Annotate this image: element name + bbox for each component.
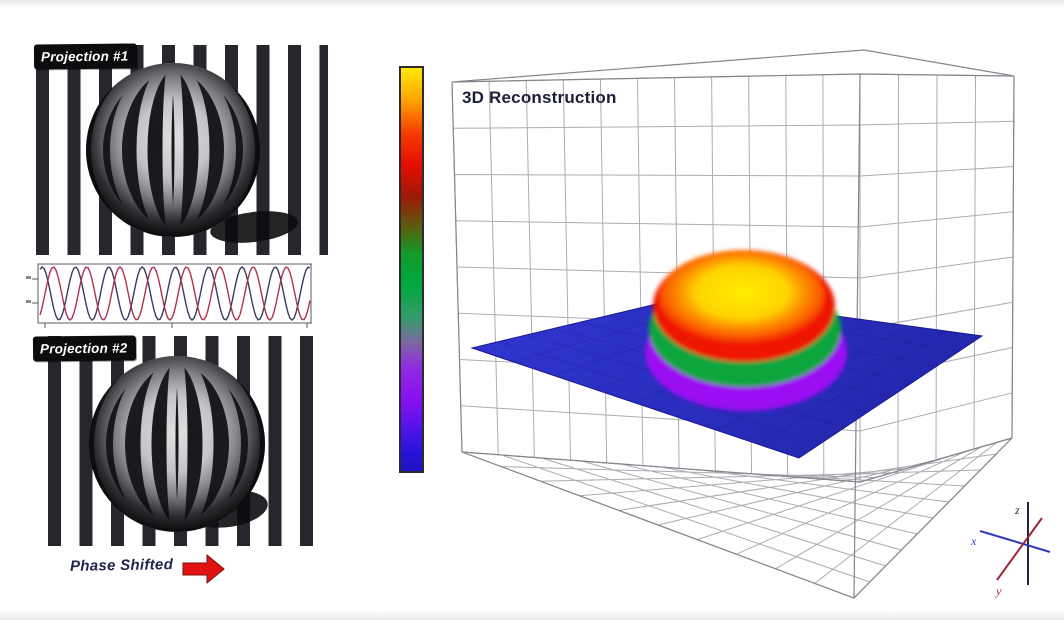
bottom-edge-shading xyxy=(0,610,1064,620)
projection-1-sine-curve xyxy=(39,266,311,321)
z-axis-label: z xyxy=(1014,503,1020,517)
projection-1-label: Projection #1 xyxy=(33,43,138,70)
projection-2-sphere-scene xyxy=(89,356,268,532)
y-axis-label: y xyxy=(995,584,1002,598)
top-edge-shading xyxy=(0,0,1064,9)
x-axis-label: x xyxy=(970,534,977,548)
fringe-waveform-chart xyxy=(26,263,312,328)
waveform-axes xyxy=(37,263,312,324)
tick-mark-smudge xyxy=(26,276,31,279)
projection-2-sine-curve xyxy=(39,266,311,321)
right-wall-grid xyxy=(859,73,1015,483)
phase-shift-arrow-icon xyxy=(182,553,225,585)
axis-triad: z x y xyxy=(970,502,1051,598)
reconstructed-dome xyxy=(645,250,847,411)
striped-sphere-2 xyxy=(89,356,265,532)
tick-mark-smudge xyxy=(26,300,31,303)
projection-2-label: Projection #2 xyxy=(32,335,137,362)
sphere-1-shadow xyxy=(210,211,298,243)
reconstruction-title: 3D Reconstruction xyxy=(462,88,617,107)
waveform-ticks xyxy=(32,278,308,328)
projection-1-sphere-scene xyxy=(86,63,298,243)
height-colorbar xyxy=(399,66,424,473)
phase-shifted-label: Phase Shifted xyxy=(69,556,174,575)
striped-sphere-1 xyxy=(86,63,260,237)
3d-reconstruction-plot: z x y xyxy=(451,49,1051,599)
